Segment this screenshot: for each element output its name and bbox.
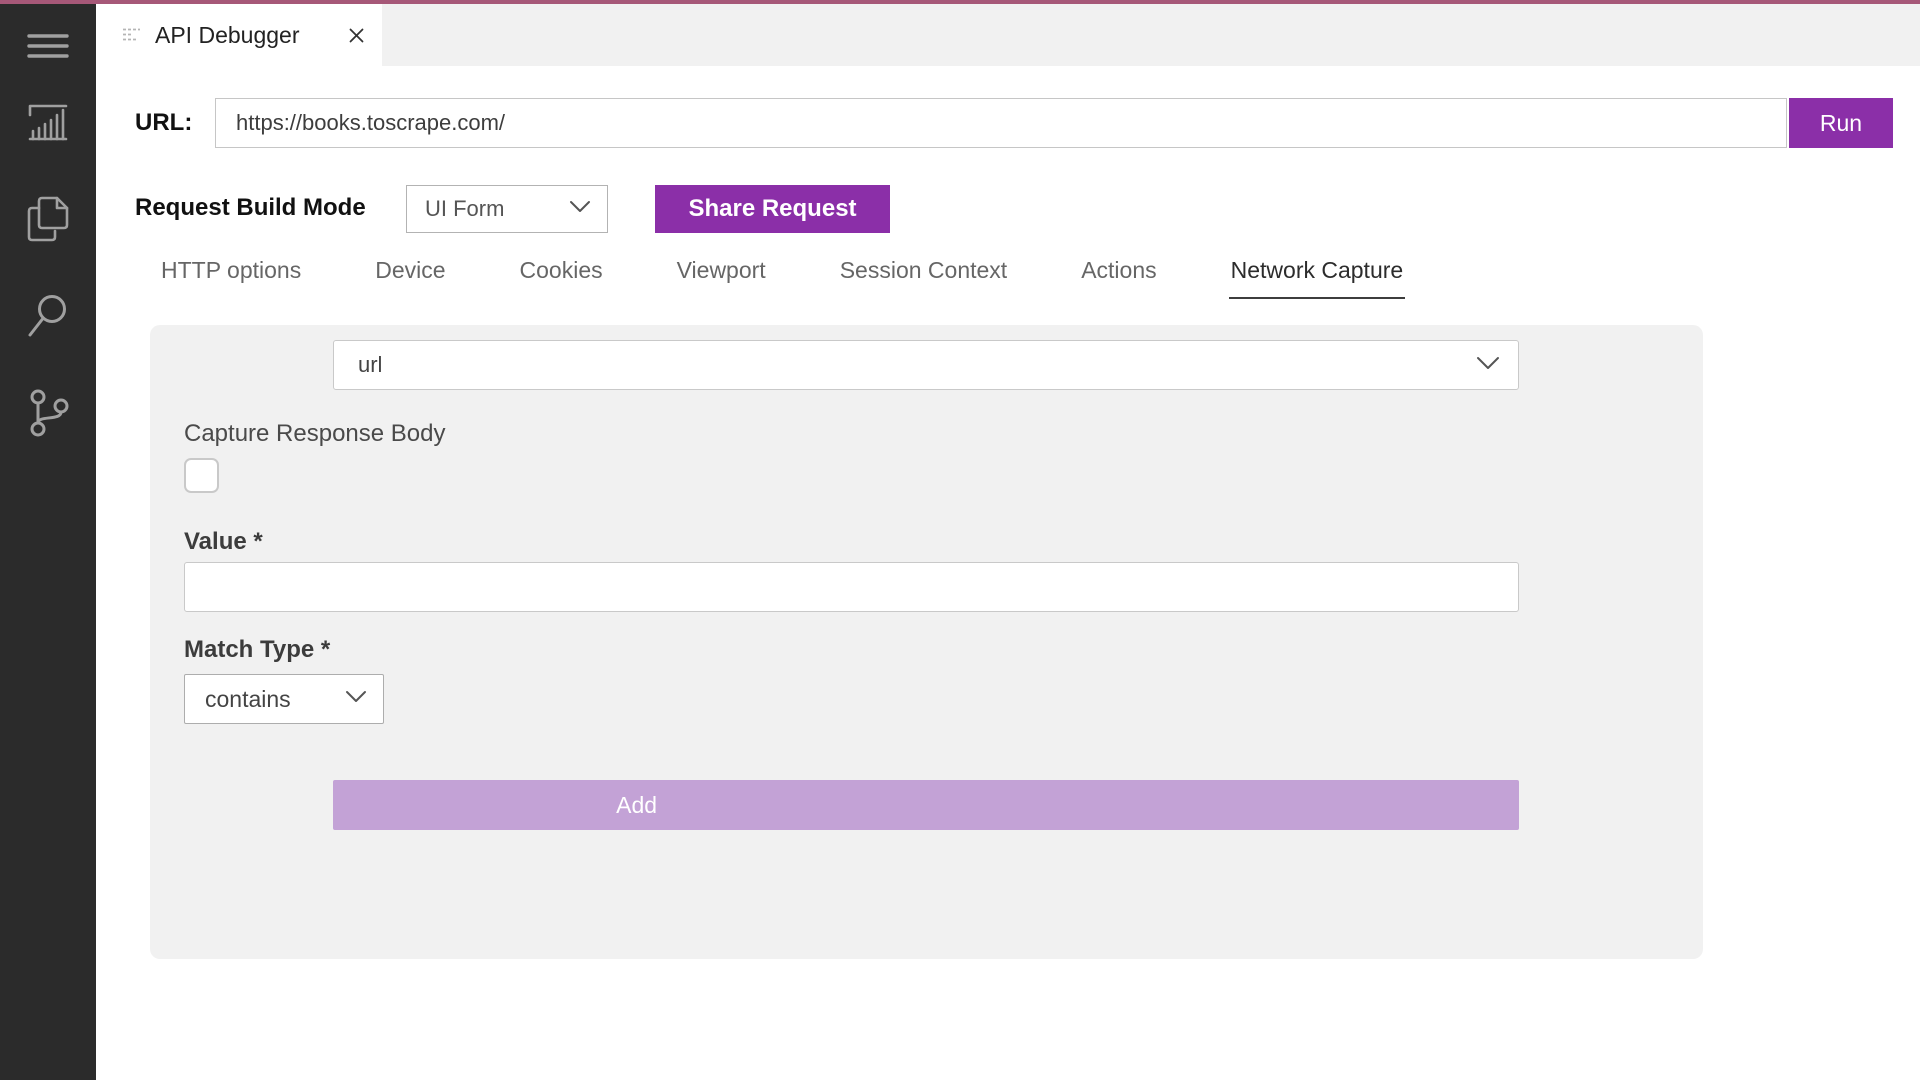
tab-session-context[interactable]: Session Context [839,257,1008,283]
top-accent-stripe [0,0,1920,4]
git-branch-icon [30,389,69,437]
tab-api-debugger[interactable]: API Debugger [96,4,382,66]
search-icon [28,295,66,337]
url-label: URL: [135,109,193,136]
git-button[interactable] [0,385,96,441]
add-button[interactable]: Add [333,780,1519,830]
sidebar [0,4,96,1080]
tab-bar: API Debugger [96,4,1920,66]
menu-icon [27,34,69,58]
capture-field-select[interactable]: url [333,340,1519,390]
share-request-button[interactable]: Share Request [655,185,890,233]
build-mode-selected-value: UI Form [425,196,505,221]
stats-button[interactable] [0,94,96,150]
network-capture-panel: url Capture Response Body Value * Match … [150,325,1703,959]
match-type-label: Match Type * [184,636,331,663]
tab-network-capture[interactable]: Network Capture [1228,250,1406,299]
tab-cookies[interactable]: Cookies [519,257,603,283]
copy-button[interactable] [0,191,96,247]
url-input[interactable] [215,98,1787,148]
chevron-down-icon [1476,356,1500,375]
search-button[interactable] [0,288,96,344]
main-content: URL: Run Request Build Mode UI Form Shar… [96,66,1920,1080]
request-build-mode-label: Request Build Mode [135,194,366,221]
match-type-select[interactable]: contains [184,674,384,724]
capture-response-body-label: Capture Response Body [184,420,446,447]
copy-icon [27,196,69,242]
value-input[interactable] [184,562,1519,612]
chevron-down-icon [345,690,367,708]
build-mode-select[interactable]: UI Form [406,185,608,233]
chevron-down-icon [569,200,591,218]
menu-button[interactable] [0,18,96,74]
close-icon[interactable] [347,26,366,45]
document-lines-icon [122,25,142,45]
capture-field-selected-value: url [358,352,383,377]
add-button-label: Add [616,792,658,818]
run-button[interactable]: Run [1789,98,1893,148]
match-type-selected-value: contains [205,685,291,712]
tab-device[interactable]: Device [375,257,446,283]
tab-http-options[interactable]: HTTP options [161,257,302,283]
tab-viewport[interactable]: Viewport [676,257,766,283]
bar-chart-icon [28,104,68,141]
tab-title: API Debugger [155,21,300,48]
section-tabs: HTTP options Device Cookies Viewport Ses… [159,250,1406,299]
capture-response-body-checkbox[interactable] [184,458,219,493]
tab-actions[interactable]: Actions [1081,257,1157,283]
value-label: Value * [184,528,263,555]
